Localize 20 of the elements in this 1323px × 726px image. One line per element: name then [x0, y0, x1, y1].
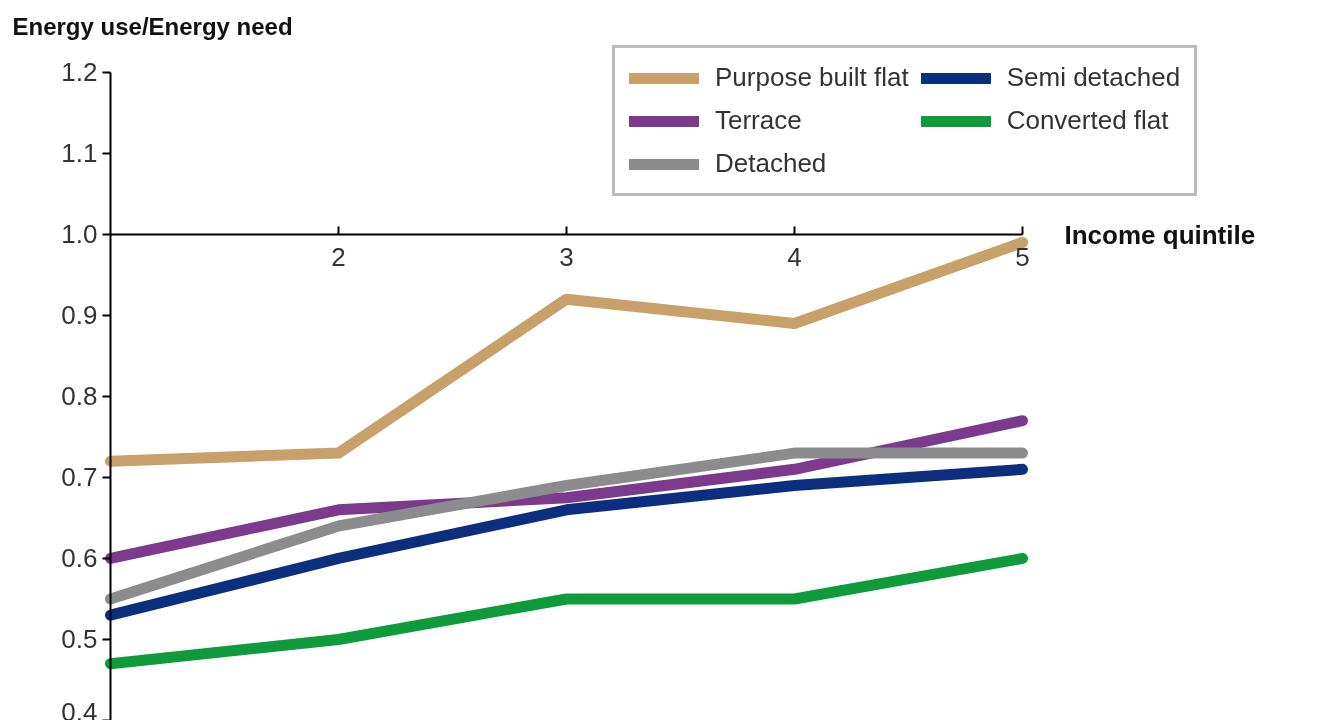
y-tick-label: 0.7: [61, 462, 98, 493]
x-axis-title: Income quintile: [1064, 220, 1256, 251]
y-tick-label: 0.5: [61, 624, 98, 655]
x-tick-label: 2: [331, 242, 346, 273]
x-tick-label: 5: [1015, 242, 1030, 273]
y-tick-label: 1.0: [61, 219, 98, 250]
y-tick-label: 1.1: [61, 138, 98, 169]
y-tick-label: 0.8: [61, 381, 98, 412]
y-axis-title: Energy use/Energy need: [12, 13, 293, 41]
x-tick-label: 3: [559, 242, 574, 273]
legend-label: Terrace: [715, 105, 802, 136]
y-tick-label: 1.2: [61, 57, 98, 88]
y-tick-label: 0.4: [61, 696, 98, 726]
y-tick-label: 0.6: [61, 543, 98, 574]
legend-label: Semi detached: [1006, 62, 1181, 93]
x-tick-label: 4: [787, 242, 802, 273]
legend-label: Purpose built flat: [715, 62, 909, 93]
legend-label: Detached: [715, 148, 827, 179]
y-tick-label: 0.9: [61, 300, 98, 331]
legend-label: Converted flat: [1006, 105, 1169, 136]
